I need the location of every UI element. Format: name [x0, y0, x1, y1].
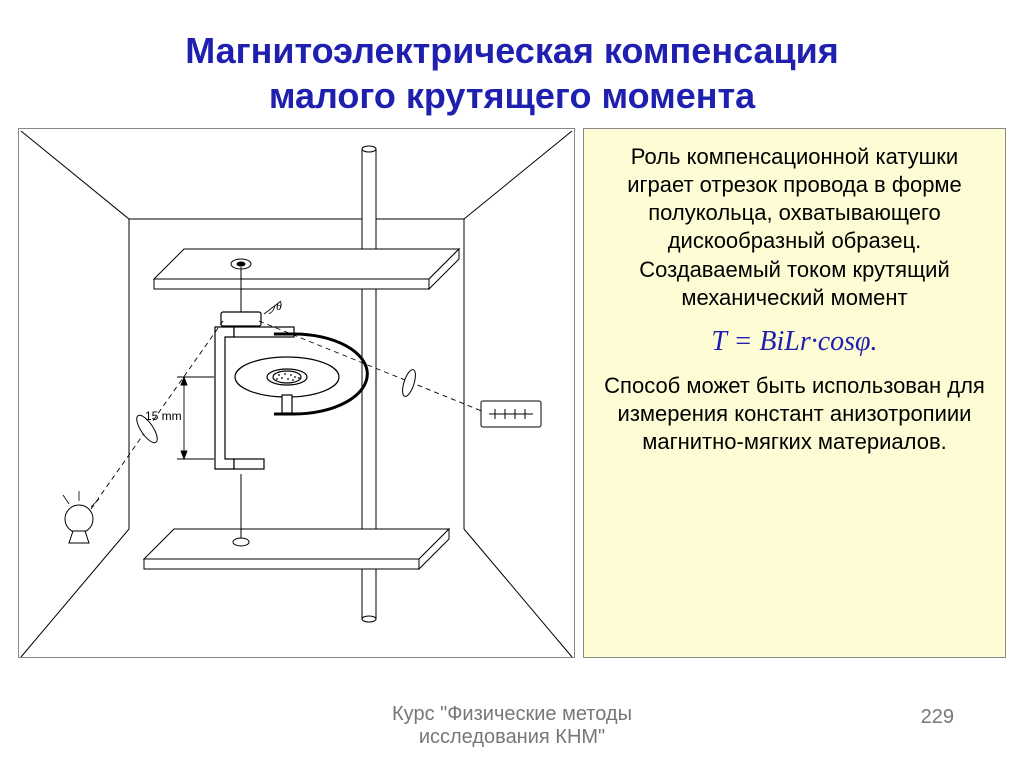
explanation-textbox: Роль компенсационной катушки играет отре…	[583, 128, 1006, 658]
apparatus-diagram: 15 mm θ	[18, 128, 575, 658]
dimension-label: 15 mm	[145, 409, 182, 423]
title-line-2: малого крутящего момента	[269, 75, 755, 116]
angle-label: θ	[276, 299, 282, 314]
diagram-svg	[19, 129, 574, 659]
footer-line-1: Курс "Физические методы	[392, 703, 632, 725]
slide-title: Магнитоэлектрическая компенсация малого …	[0, 0, 1024, 128]
formula: T = BiLr·cosφ.	[598, 324, 991, 360]
paragraph-2: Способ может быть использован для измере…	[598, 372, 991, 456]
title-line-1: Магнитоэлектрическая компенсация	[185, 30, 839, 71]
footer-line-2: исследования КНМ"	[419, 726, 605, 748]
paragraph-1: Роль компенсационной катушки играет отре…	[598, 143, 991, 312]
slide: Магнитоэлектрическая компенсация малого …	[0, 0, 1024, 767]
page-number: 229	[921, 706, 954, 729]
content-row: 15 mm θ Роль компенсационной катушки игр…	[0, 128, 1024, 658]
footer: Курс "Физические методы исследования КНМ…	[0, 703, 1024, 749]
